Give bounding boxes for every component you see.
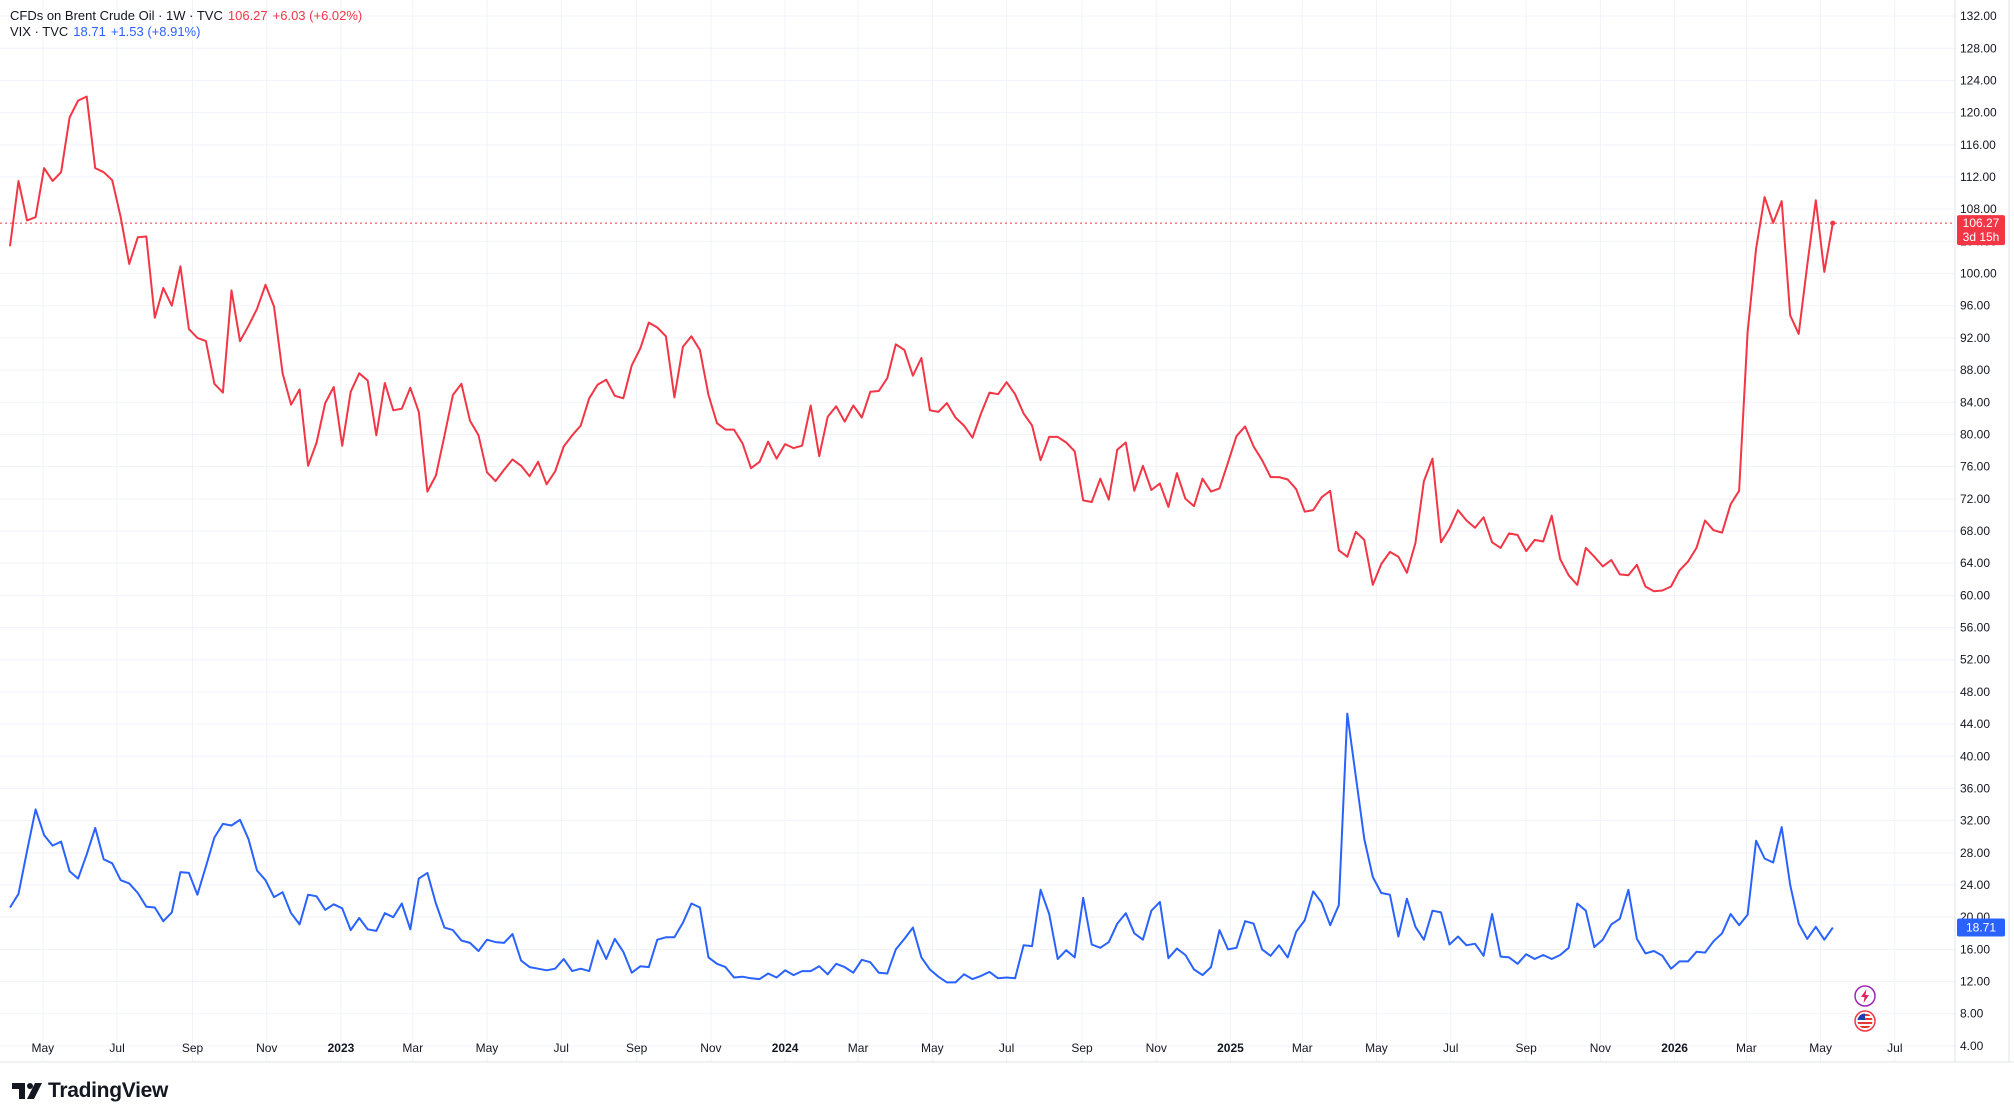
y-tick-label: 112.00 — [1960, 170, 1996, 184]
y-tick-label: 52.00 — [1960, 653, 1990, 667]
oil-series-line — [9, 95, 1834, 593]
x-tick-label: May — [32, 1041, 55, 1055]
y-tick-label: 120.00 — [1960, 106, 1997, 120]
x-axis[interactable]: May Jul Sep Nov 2023 Mar May Jul Sep Nov 2024 Mar Ma… — [32, 1041, 1903, 1055]
x-tick-label: Jul — [109, 1041, 124, 1055]
y-tick-label: 12.00 — [1960, 975, 1990, 989]
y-tick-label: 88.00 — [1960, 363, 1990, 377]
y-tick-label: 48.00 — [1960, 685, 1990, 699]
x-tick-label: Mar — [1736, 1041, 1757, 1055]
y-tick-label: 124.00 — [1960, 73, 1997, 87]
legend-oil-value: 106.27 — [227, 8, 268, 23]
y-tick-label: 16.00 — [1960, 942, 1990, 956]
series-layer — [0, 95, 1955, 984]
y-tick-label: 108.00 — [1960, 202, 1997, 216]
y-tick-label: 4.00 — [1960, 1039, 1984, 1053]
x-tick-label: 2026 — [1661, 1041, 1688, 1055]
y-tick-label: 72.00 — [1960, 492, 1990, 506]
oil-last-point — [1830, 220, 1836, 226]
oil-price-badge-countdown: 3d 15h — [1963, 230, 2000, 244]
lightning-icon[interactable] — [1854, 985, 1876, 1007]
x-tick-label: 2025 — [1217, 1041, 1244, 1055]
x-tick-label: 2023 — [328, 1041, 355, 1055]
y-tick-label: 132.00 — [1960, 9, 1997, 23]
y-tick-label: 64.00 — [1960, 556, 1990, 570]
y-tick-label: 128.00 — [1960, 41, 1997, 55]
vix-series-line — [9, 712, 1834, 984]
y-tick-label: 96.00 — [1960, 299, 1990, 313]
x-tick-label: Sep — [1071, 1041, 1093, 1055]
price-badges: 106.27 3d 15h 18.71 — [1957, 215, 2005, 937]
y-tick-label: 76.00 — [1960, 460, 1990, 474]
x-tick-label: May — [1365, 1041, 1388, 1055]
y-tick-label: 56.00 — [1960, 621, 1990, 635]
oil-price-badge-bg — [1957, 215, 2005, 246]
y-tick-label: 24.00 — [1960, 878, 1990, 892]
x-tick-label: Nov — [1146, 1041, 1167, 1055]
oil-price-badge: 106.27 3d 15h — [1957, 215, 2005, 246]
x-tick-label: Jul — [1887, 1041, 1902, 1055]
y-tick-label: 80.00 — [1960, 427, 1990, 441]
x-tick-label: Jul — [554, 1041, 569, 1055]
x-tick-label: 2024 — [772, 1041, 799, 1055]
x-tick-label: Sep — [1515, 1041, 1537, 1055]
grid — [0, 0, 1955, 1062]
y-tick-label: 68.00 — [1960, 524, 1990, 538]
tradingview-brand[interactable]: TradingView — [10, 1079, 168, 1103]
y-tick-label: 8.00 — [1960, 1007, 1984, 1021]
legend-oil-name: CFDs on Brent Crude Oil · 1W · TVC — [10, 8, 223, 23]
legend-vix-change: +1.53 (+8.91%) — [110, 24, 201, 39]
y-axis[interactable]: 132.00 128.00 124.00 120.00 116.00 112.00 108.… — [1960, 9, 1997, 1053]
axes — [0, 0, 2014, 1063]
y-tick-label: 100.00 — [1960, 267, 1997, 281]
tradingview-wordmark: TradingView — [48, 1079, 169, 1102]
vix-price-badge: 18.71 — [1957, 918, 2005, 937]
x-tick-label: Nov — [700, 1041, 721, 1055]
chart-area[interactable]: 132.00 128.00 124.00 120.00 116.00 112.00 108.… — [0, 0, 2014, 1070]
x-tick-label: Sep — [182, 1041, 204, 1055]
legend-vix-name: VIX · TVC — [10, 24, 69, 39]
y-tick-label: 92.00 — [1960, 331, 1990, 345]
x-tick-label: Mar — [402, 1041, 423, 1055]
x-tick-label: Nov — [256, 1041, 277, 1055]
vix-price-badge-bg — [1957, 918, 2005, 937]
x-tick-label: Jul — [999, 1041, 1014, 1055]
y-tick-label: 60.00 — [1960, 588, 1990, 602]
y-tick-label: 84.00 — [1960, 395, 1990, 409]
vix-price-badge-value: 18.71 — [1966, 921, 1996, 935]
y-tick-label: 32.00 — [1960, 814, 1990, 828]
x-tick-label: Mar — [1292, 1041, 1313, 1055]
x-tick-label: Sep — [626, 1041, 648, 1055]
x-tick-label: May — [476, 1041, 499, 1055]
y-tick-label: 44.00 — [1960, 717, 1990, 731]
tradingview-logo-icon — [12, 1083, 42, 1099]
legend-vix[interactable]: VIX · TVC 18.71 +1.53 (+8.91%) — [10, 24, 205, 40]
x-tick-label: Jul — [1443, 1041, 1458, 1055]
chart-svg[interactable]: 132.00 128.00 124.00 120.00 116.00 112.00 108.… — [0, 0, 2014, 1070]
x-tick-label: May — [1809, 1041, 1832, 1055]
oil-price-badge-value: 106.27 — [1963, 216, 2000, 230]
x-tick-label: Mar — [848, 1041, 869, 1055]
us-flag-icon[interactable] — [1854, 1010, 1876, 1032]
x-tick-label: May — [921, 1041, 944, 1055]
y-tick-label: 36.00 — [1960, 781, 1990, 795]
y-tick-label: 40.00 — [1960, 749, 1990, 763]
y-tick-label: 28.00 — [1960, 846, 1990, 860]
legend-vix-value: 18.71 — [73, 24, 106, 39]
legend-oil-change: +6.03 (+6.02%) — [272, 8, 363, 23]
x-tick-label: Nov — [1590, 1041, 1611, 1055]
legend-oil[interactable]: CFDs on Brent Crude Oil · 1W · TVC 106.27… — [10, 8, 367, 24]
y-tick-label: 116.00 — [1960, 138, 1996, 152]
